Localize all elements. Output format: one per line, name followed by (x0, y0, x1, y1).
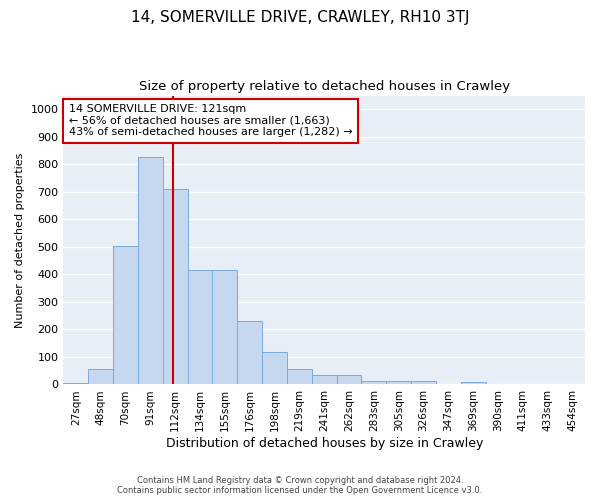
Bar (188, 270, 212, 384)
Bar (262, 352, 287, 384)
Bar (461, 382, 485, 384)
X-axis label: Distribution of detached houses by size in Crawley: Distribution of detached houses by size … (166, 437, 483, 450)
Bar (337, 375, 361, 384)
Text: 14, SOMERVILLE DRIVE, CRAWLEY, RH10 3TJ: 14, SOMERVILLE DRIVE, CRAWLEY, RH10 3TJ (131, 10, 469, 25)
Bar (361, 381, 386, 384)
Y-axis label: Number of detached properties: Number of detached properties (15, 152, 25, 328)
Bar (237, 320, 262, 384)
Title: Size of property relative to detached houses in Crawley: Size of property relative to detached ho… (139, 80, 510, 93)
Bar (163, 189, 188, 384)
Bar (212, 270, 237, 384)
Bar (287, 369, 312, 384)
Bar (411, 381, 436, 384)
Text: 14 SOMERVILLE DRIVE: 121sqm
← 56% of detached houses are smaller (1,663)
43% of : 14 SOMERVILLE DRIVE: 121sqm ← 56% of det… (68, 104, 352, 138)
Bar (312, 375, 337, 384)
Bar (138, 158, 163, 384)
Text: Contains HM Land Registry data © Crown copyright and database right 2024.
Contai: Contains HM Land Registry data © Crown c… (118, 476, 482, 495)
Bar (64, 383, 88, 384)
Bar (113, 246, 138, 384)
Bar (88, 369, 113, 384)
Bar (386, 381, 411, 384)
